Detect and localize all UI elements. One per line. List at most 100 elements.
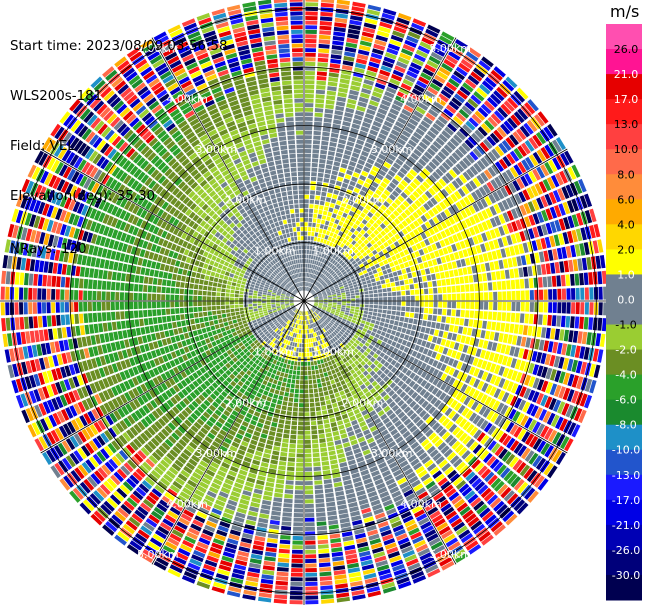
gate-cell: [336, 592, 350, 598]
gate-cell: [330, 277, 335, 282]
gate-cell: [487, 282, 493, 291]
gate-cell: [356, 163, 364, 170]
gate-cell: [362, 197, 369, 204]
gate-cell: [571, 288, 576, 300]
gate-cell: [483, 169, 493, 180]
gate-cell: [290, 360, 295, 366]
gate-cell: [305, 540, 316, 545]
gate-cell: [571, 198, 579, 212]
gate-cell: [329, 394, 335, 399]
gate-cell: [369, 294, 374, 298]
gate-cell: [333, 161, 341, 167]
gate-cell: [365, 276, 370, 281]
gate-cell: [517, 161, 527, 174]
gate-cell: [305, 80, 315, 85]
gate-cell: [261, 499, 272, 506]
gate-cell: [451, 301, 456, 309]
gate-cell: [305, 29, 317, 34]
gate-cell: [470, 301, 475, 310]
gate-cell: [370, 278, 376, 283]
gate-cell: [347, 280, 352, 284]
gate-cell: [380, 230, 387, 237]
gate-cell: [353, 187, 360, 194]
gate-cell: [471, 132, 481, 143]
gate-cell: [498, 214, 506, 224]
gate-cell: [387, 82, 399, 90]
gate-cell: [322, 465, 330, 471]
gate-cell: [333, 407, 340, 413]
gate-cell: [412, 57, 424, 67]
gate-cell: [327, 292, 332, 295]
gate-cell: [314, 265, 318, 270]
gate-cell: [317, 57, 329, 63]
gate-cell: [273, 446, 281, 451]
gate-cell: [364, 273, 369, 278]
gate-cell: [466, 168, 475, 179]
gate-cell: [397, 195, 405, 203]
gate-cell: [456, 260, 462, 268]
gate-cell: [536, 166, 546, 179]
gate-cell: [405, 217, 412, 225]
gate-cell: [291, 558, 303, 564]
gate-cell: [386, 246, 392, 252]
gate-cell: [474, 110, 486, 121]
gate-cell: [336, 4, 350, 10]
gate-cell: [397, 154, 407, 163]
gate-cell: [333, 481, 343, 488]
gate-cell: [366, 158, 375, 165]
gate-cell: [315, 261, 319, 266]
gate-cell: [530, 185, 539, 197]
gate-cell: [309, 393, 314, 398]
gate-cell: [401, 268, 407, 275]
gate-cell: [405, 143, 415, 151]
gate-cell: [305, 329, 308, 334]
gate-cell: [450, 193, 458, 203]
gate-cell: [417, 226, 424, 234]
gate-cell: [346, 204, 352, 210]
gate-cell: [337, 453, 345, 459]
gate-cell: [304, 149, 312, 154]
gate-cell: [320, 268, 325, 273]
gate-cell: [456, 232, 463, 241]
gate-cell: [444, 228, 451, 237]
gate-cell: [419, 41, 433, 50]
gate-cell: [337, 299, 342, 301]
gate-cell: [296, 462, 304, 467]
gate-cell: [323, 264, 327, 269]
gate-cell: [583, 317, 589, 330]
gate-cell: [317, 237, 321, 242]
gate-cell: [295, 467, 304, 472]
gate-cell: [362, 225, 369, 232]
gate-cell: [493, 301, 498, 311]
gate-cell: [461, 142, 471, 152]
gate-cell: [586, 257, 592, 270]
gate-cell: [337, 176, 344, 182]
gate-cell: [400, 83, 412, 91]
gate-cell: [283, 503, 293, 508]
gate-cell: [283, 498, 293, 504]
gate-cell: [577, 331, 583, 344]
gate-cell: [510, 279, 516, 290]
gate-cell: [436, 337, 442, 345]
gate-cell: [326, 280, 331, 284]
gate-cell: [415, 295, 420, 301]
gate-cell: [493, 291, 498, 301]
gate-cell: [436, 70, 449, 80]
gate-cell: [391, 310, 396, 315]
gate-cell: [289, 365, 294, 370]
gate-cell: [376, 240, 383, 246]
gate-cell: [510, 312, 516, 323]
gate-cell: [428, 187, 436, 196]
gate-cell: [447, 332, 453, 340]
gate-cell: [416, 256, 423, 264]
gate-cell: [432, 280, 437, 287]
gate-cell: [400, 311, 405, 317]
gate-cell: [392, 125, 403, 133]
gate-cell: [314, 281, 318, 285]
gate-cell: [304, 231, 308, 236]
gate-cell: [437, 287, 443, 294]
gate-cell: [328, 524, 339, 530]
gate-cell: [448, 216, 456, 225]
gate-cell: [524, 278, 529, 289]
gate-cell: [266, 396, 272, 402]
